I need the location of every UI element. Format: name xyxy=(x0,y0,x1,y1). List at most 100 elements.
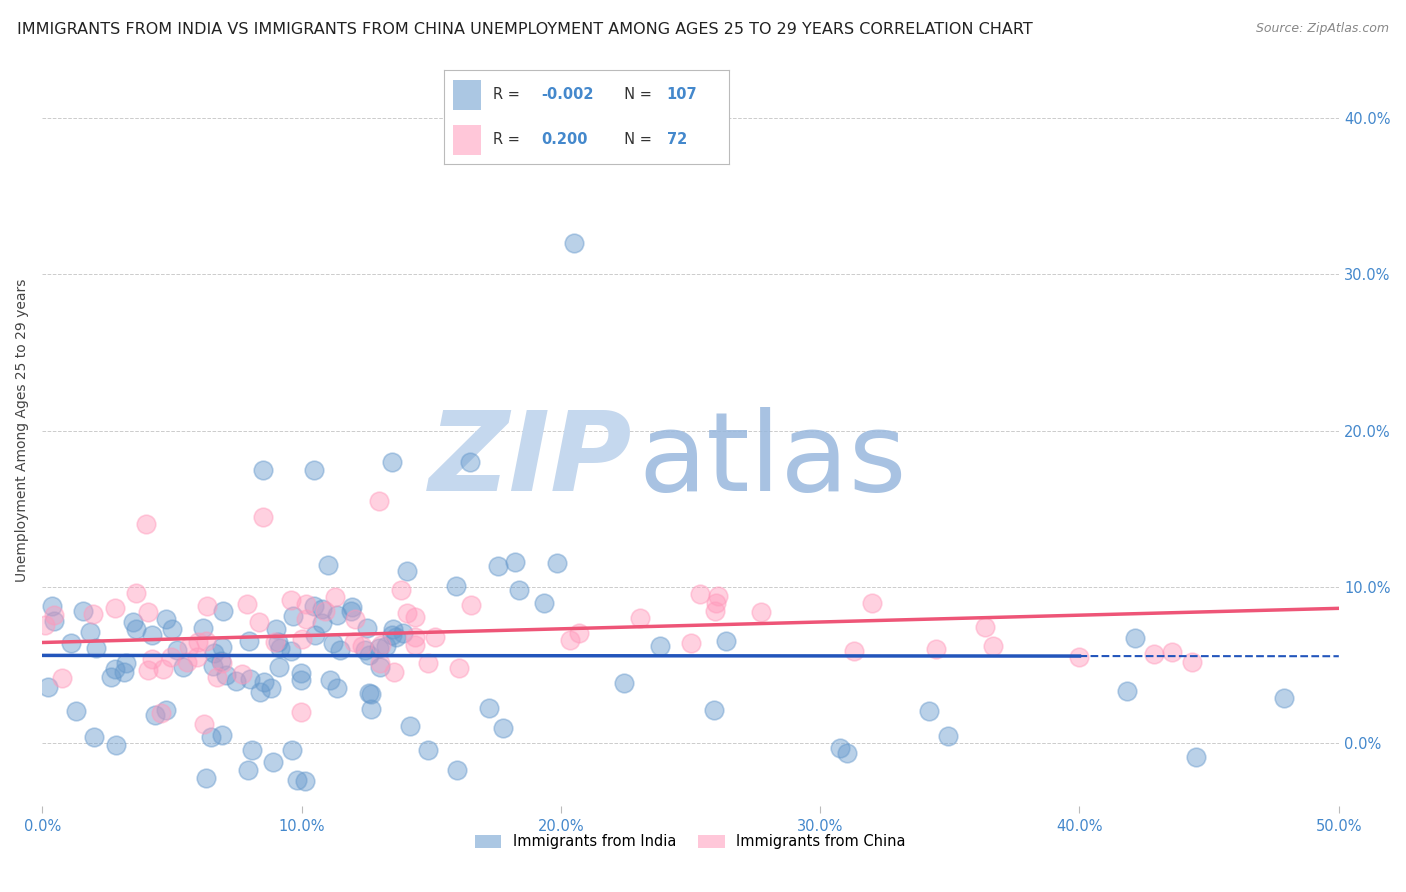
Point xyxy=(267,635,290,649)
Point xyxy=(236,764,259,778)
Point xyxy=(235,597,257,611)
Point xyxy=(291,632,314,646)
Point xyxy=(370,638,392,652)
Point xyxy=(974,620,997,634)
Point xyxy=(381,628,404,642)
Point xyxy=(240,743,263,757)
Point xyxy=(177,640,200,654)
Point xyxy=(37,680,59,694)
Point xyxy=(325,607,347,622)
Point xyxy=(533,596,555,610)
Point xyxy=(125,622,148,636)
Text: Source: ZipAtlas.com: Source: ZipAtlas.com xyxy=(1256,22,1389,36)
Point xyxy=(290,673,312,687)
Point xyxy=(356,621,378,635)
Point xyxy=(238,633,260,648)
Point xyxy=(326,681,349,695)
Point xyxy=(384,630,406,644)
Point xyxy=(211,656,233,670)
Point xyxy=(193,621,215,635)
Point xyxy=(159,650,181,665)
Point xyxy=(266,622,288,636)
Point xyxy=(155,612,177,626)
Y-axis label: Unemployment Among Ages 25 to 29 years: Unemployment Among Ages 25 to 29 years xyxy=(15,279,30,582)
Point xyxy=(508,583,530,598)
Point xyxy=(1115,684,1137,698)
Point xyxy=(339,604,361,618)
Point xyxy=(681,636,703,650)
Point xyxy=(249,684,271,698)
Point xyxy=(311,602,333,616)
Point xyxy=(115,657,138,671)
Point xyxy=(252,509,274,524)
Point xyxy=(368,494,391,508)
Point xyxy=(374,640,396,654)
Point xyxy=(104,662,127,676)
Point xyxy=(160,623,183,637)
Point xyxy=(354,643,377,657)
Point xyxy=(359,648,381,662)
Point xyxy=(304,599,326,614)
Point xyxy=(280,643,302,657)
Point xyxy=(136,605,159,619)
Point xyxy=(478,701,501,715)
Point xyxy=(260,681,283,696)
Point xyxy=(568,626,591,640)
Point xyxy=(704,604,727,618)
Point xyxy=(492,722,515,736)
Point xyxy=(340,600,363,615)
Point xyxy=(212,604,235,618)
Point xyxy=(135,517,157,532)
Point xyxy=(648,639,671,653)
Point xyxy=(368,660,391,674)
Point xyxy=(395,564,418,578)
Point xyxy=(155,703,177,717)
Point xyxy=(195,599,218,613)
Point xyxy=(1272,691,1295,706)
Point xyxy=(72,604,94,618)
Point xyxy=(86,641,108,656)
Point xyxy=(860,596,883,610)
Point xyxy=(1069,650,1091,665)
Point xyxy=(152,662,174,676)
Point xyxy=(51,671,73,685)
Point xyxy=(104,601,127,615)
Point xyxy=(1123,631,1146,645)
Point xyxy=(283,609,305,624)
Point xyxy=(449,661,471,675)
Point xyxy=(689,587,711,601)
Point xyxy=(200,730,222,744)
Point xyxy=(290,665,312,680)
Point xyxy=(350,640,373,654)
Point xyxy=(368,656,391,670)
Point xyxy=(423,630,446,644)
Point xyxy=(925,642,948,657)
Point xyxy=(703,703,725,717)
Point xyxy=(166,642,188,657)
Point xyxy=(65,705,87,719)
Text: ZIP: ZIP xyxy=(429,407,633,514)
Point xyxy=(983,639,1005,653)
Point xyxy=(389,583,412,598)
Point xyxy=(628,610,651,624)
Point xyxy=(105,738,128,752)
Point xyxy=(269,660,291,674)
Point xyxy=(294,597,316,611)
Point xyxy=(205,670,228,684)
Point xyxy=(343,612,366,626)
Point xyxy=(294,773,316,788)
Point xyxy=(149,706,172,720)
Text: IMMIGRANTS FROM INDIA VS IMMIGRANTS FROM CHINA UNEMPLOYMENT AMONG AGES 25 TO 29 : IMMIGRANTS FROM INDIA VS IMMIGRANTS FROM… xyxy=(17,22,1032,37)
Point xyxy=(202,659,225,673)
Point xyxy=(253,675,276,690)
Point xyxy=(392,626,415,640)
Point xyxy=(714,634,737,648)
Point xyxy=(546,556,568,570)
Point xyxy=(145,707,167,722)
Point xyxy=(42,607,65,622)
Point xyxy=(314,604,336,618)
Point xyxy=(263,635,285,649)
Point xyxy=(172,660,194,674)
Point xyxy=(1160,645,1182,659)
Point xyxy=(486,559,509,574)
